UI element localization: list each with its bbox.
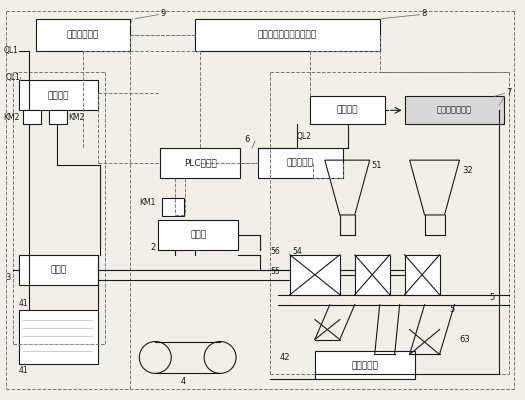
Bar (310, 96, 385, 124)
Bar (195, 19, 380, 50)
Text: 41: 41 (19, 366, 28, 376)
Text: 工控机远程控制显示单元: 工控机远程控制显示单元 (258, 30, 317, 39)
Text: 9: 9 (160, 9, 165, 18)
Text: 称重传感器: 称重传感器 (351, 361, 378, 370)
Text: 2: 2 (150, 243, 155, 252)
Bar (290, 255, 340, 295)
Text: 变频器: 变频器 (190, 230, 206, 239)
Text: 3: 3 (6, 273, 11, 282)
Text: 就地控制单元: 就地控制单元 (67, 30, 99, 39)
Text: 7: 7 (506, 88, 512, 97)
Bar (19, 310, 98, 364)
Text: 51: 51 (372, 161, 382, 170)
Text: 55: 55 (270, 267, 280, 276)
Text: QL1: QL1 (4, 46, 18, 55)
Text: 41: 41 (19, 299, 28, 308)
Text: 5: 5 (449, 305, 455, 314)
Bar (405, 96, 505, 124)
Bar (36, 19, 130, 50)
Bar (19, 255, 98, 285)
Text: 42: 42 (279, 353, 290, 362)
Text: 继电器控制单元: 继电器控制单元 (437, 106, 472, 115)
Text: QL2: QL2 (297, 132, 312, 141)
Text: KM1: KM1 (139, 198, 155, 207)
Text: 6: 6 (245, 135, 250, 144)
Text: 63: 63 (459, 335, 470, 344)
Bar (355, 255, 390, 295)
Bar (158, 220, 238, 250)
Text: 32: 32 (463, 166, 473, 175)
Text: 5: 5 (489, 293, 495, 302)
Bar (160, 148, 240, 178)
Bar (49, 110, 67, 124)
Text: 第一电源: 第一电源 (48, 91, 69, 100)
Text: 频离配电器: 频离配电器 (287, 159, 314, 168)
Bar (258, 148, 343, 178)
Text: 4: 4 (181, 377, 186, 386)
Text: KM2: KM2 (69, 113, 85, 122)
Bar (19, 80, 98, 110)
Bar (315, 352, 415, 379)
Text: 变频器: 变频器 (50, 265, 67, 274)
Text: 56: 56 (270, 247, 280, 256)
Bar (23, 110, 40, 124)
Bar (405, 255, 439, 295)
Text: QL1: QL1 (6, 73, 20, 82)
Text: 8: 8 (422, 9, 427, 18)
Bar (162, 198, 184, 216)
Text: 第二电源: 第二电源 (337, 106, 358, 115)
Text: PLC控制器: PLC控制器 (184, 159, 216, 168)
Text: KM2: KM2 (4, 113, 20, 122)
Text: 54: 54 (292, 247, 302, 256)
